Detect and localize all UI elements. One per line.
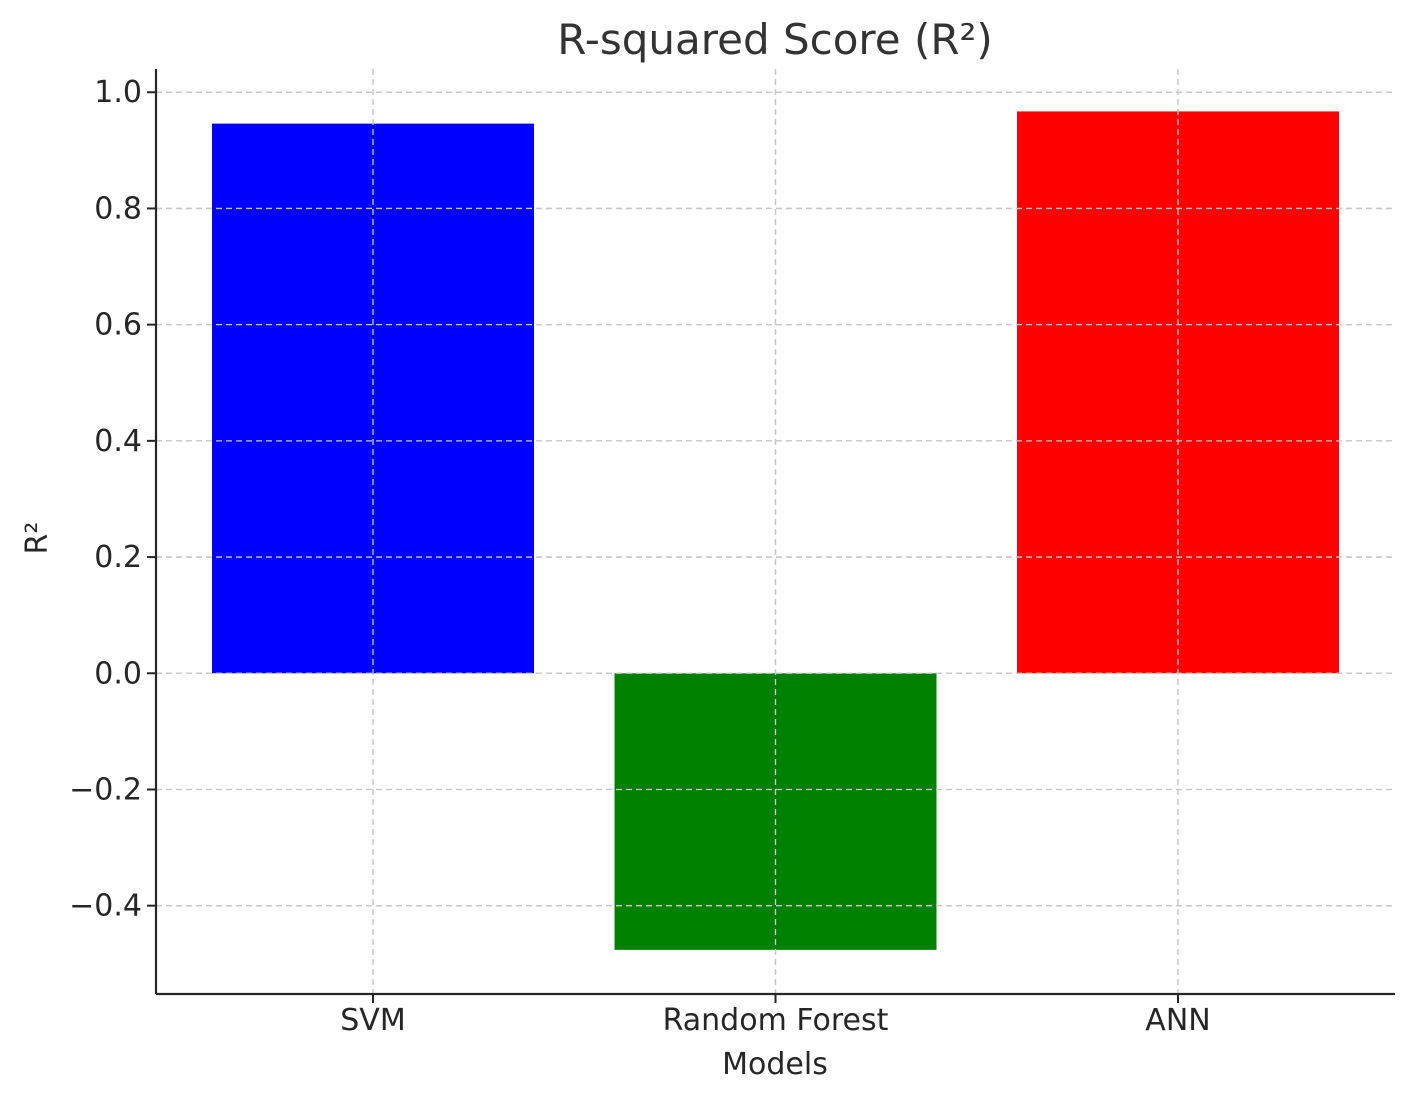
x-axis-label: Models xyxy=(722,1047,828,1082)
ticks-layer: 1.0 0.8 0.6 0.4 0.2 0.0 −0.2 −0.4 SVM Random Fore… xyxy=(69,75,1211,1038)
y-tick-label: 0.8 xyxy=(94,191,142,226)
chart-title: R-squared Score (R²) xyxy=(557,15,993,64)
x-tick-label: ANN xyxy=(1145,1003,1210,1038)
y-tick-label: 0.0 xyxy=(94,656,142,691)
grid-overlay xyxy=(156,69,1395,994)
y-tick-label: 0.4 xyxy=(94,424,142,459)
y-axis-label: R² xyxy=(20,522,55,555)
y-tick-label: 1.0 xyxy=(94,75,142,110)
y-tick-label: 0.6 xyxy=(94,308,142,343)
y-tick-label: −0.4 xyxy=(69,889,142,924)
bars-layer xyxy=(156,69,1395,994)
x-tick-label: SVM xyxy=(340,1003,405,1038)
y-tick-label: 0.2 xyxy=(94,540,142,575)
x-tick-label: Random Forest xyxy=(663,1003,889,1038)
y-tick-label: −0.2 xyxy=(69,772,142,807)
